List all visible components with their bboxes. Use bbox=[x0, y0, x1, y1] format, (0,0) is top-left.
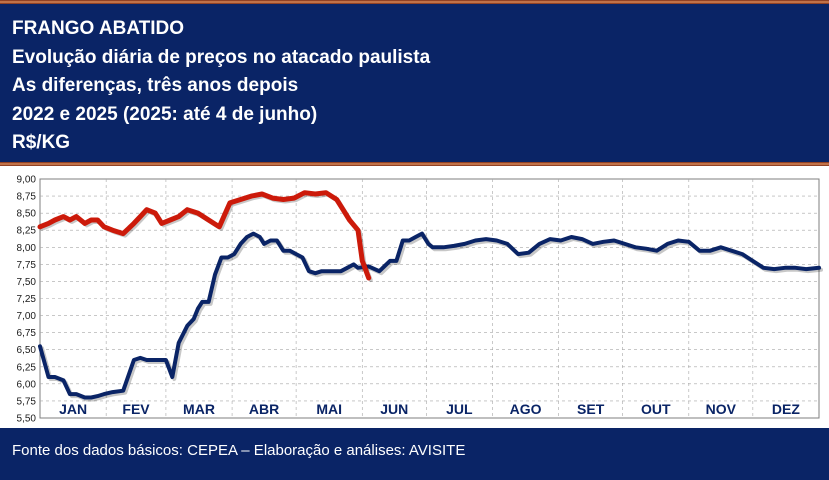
y-tick-label: 8,25 bbox=[17, 226, 37, 237]
chart-subtitle: Evolução diária de preços no atacado pau… bbox=[12, 46, 431, 68]
x-tick-label: NOV bbox=[706, 401, 737, 417]
y-tick-label: 6,25 bbox=[17, 362, 37, 373]
x-tick-label: SET bbox=[577, 401, 605, 417]
y-tick-label: 8,75 bbox=[17, 192, 37, 203]
y-tick-label: 9,00 bbox=[17, 175, 37, 186]
y-tick-label: 8,00 bbox=[17, 243, 37, 254]
y-tick-label: 7,75 bbox=[17, 260, 37, 271]
y-tick-label: 6,50 bbox=[17, 345, 37, 356]
y-tick-label: 8,50 bbox=[17, 209, 37, 220]
chart-footer: Fonte dos dados básicos: CEPEA – Elabora… bbox=[0, 428, 829, 480]
y-tick-label: 7,50 bbox=[17, 277, 37, 288]
x-tick-label: FEV bbox=[122, 401, 150, 417]
chart-unit: R$/KG bbox=[12, 132, 71, 153]
chart-area: 5,50 5,75 6,00 6,25 6,50 6,75 7,00 7,25 7,50 7,75… bbox=[0, 166, 829, 428]
x-tick-label: DEZ bbox=[772, 401, 800, 417]
chart-header: FRANGO ABATIDO Evolução diária de preços… bbox=[0, 4, 829, 162]
source-note: Fonte dos dados básicos: CEPEA – Elabora… bbox=[12, 442, 466, 459]
x-tick-label: MAI bbox=[316, 401, 342, 417]
y-tick-label: 7,00 bbox=[17, 311, 37, 322]
y-tick-label: 7,25 bbox=[17, 294, 37, 305]
chart-title: FRANGO ABATIDO bbox=[12, 18, 185, 39]
x-tick-label: JUL bbox=[446, 401, 473, 417]
series-line-2022 bbox=[38, 231, 821, 400]
x-tick-label: OUT bbox=[641, 401, 671, 417]
x-tick-label: MAR bbox=[183, 401, 215, 417]
x-tick-label: AGO bbox=[510, 401, 542, 417]
x-tick-label: ABR bbox=[249, 401, 279, 417]
chart-period: 2022 e 2025 (2025: até 4 de junho) bbox=[12, 103, 318, 125]
line-chart: 5,50 5,75 6,00 6,25 6,50 6,75 7,00 7,25 7,50 7,75… bbox=[17, 175, 823, 425]
top-stripe bbox=[0, 0, 829, 4]
mid-stripe bbox=[0, 162, 829, 166]
y-tick-label: 5,75 bbox=[17, 396, 37, 407]
y-tick-label: 5,50 bbox=[17, 414, 37, 425]
x-tick-label: JUN bbox=[380, 401, 408, 417]
chart-subtitle-2: As diferenças, três anos depois bbox=[12, 75, 299, 96]
y-tick-label: 6,00 bbox=[17, 379, 37, 390]
series-line-2025 bbox=[37, 190, 372, 281]
y-tick-label: 6,75 bbox=[17, 328, 37, 339]
x-tick-label: JAN bbox=[59, 401, 87, 417]
